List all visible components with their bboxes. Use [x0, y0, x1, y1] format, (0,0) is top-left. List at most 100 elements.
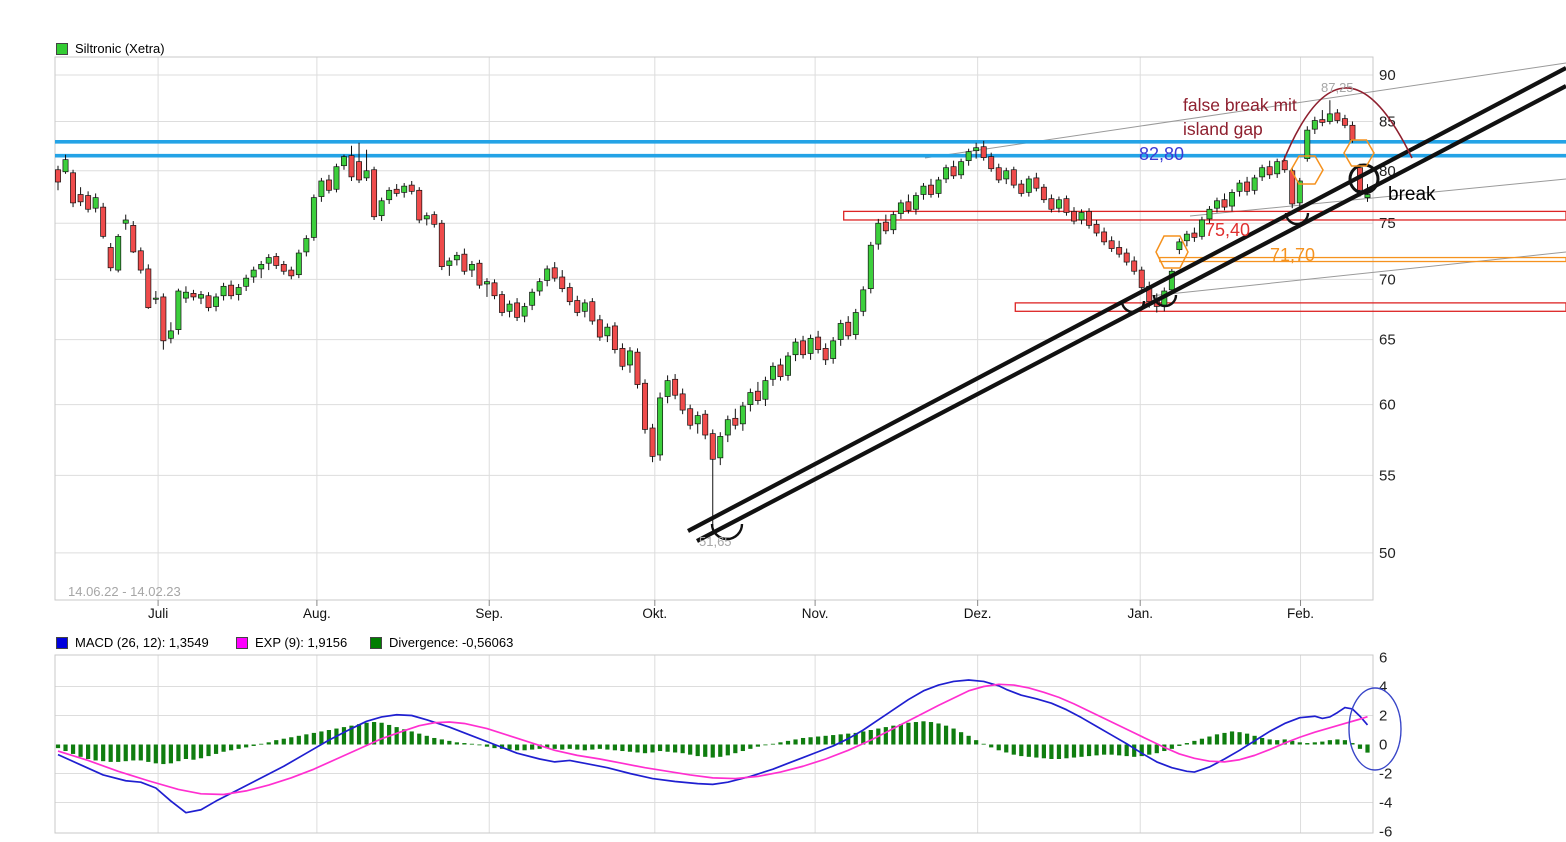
candle-down: [1191, 232, 1198, 238]
divergence-bar: [1019, 744, 1024, 757]
divergence-bar: [703, 744, 708, 757]
divergence-bar: [673, 744, 678, 753]
divergence-bar: [296, 735, 301, 745]
gridlines: [54, 56, 1374, 834]
divergence-bar: [447, 740, 452, 745]
divergence-bar: [319, 731, 324, 745]
candle-up: [1003, 170, 1010, 180]
month-label: Sep.: [475, 606, 503, 621]
candle-down: [1040, 186, 1047, 201]
divergence-bar: [116, 744, 121, 762]
divergence-bar: [394, 727, 399, 745]
candle-up: [1274, 161, 1281, 175]
divergence-bar: [1275, 740, 1280, 745]
divergence-bar: [462, 743, 467, 745]
candle-up: [897, 202, 904, 214]
divergence-bar: [63, 744, 68, 752]
divergence-bar: [1056, 744, 1062, 759]
divergence-bar: [597, 744, 602, 749]
candle-down: [145, 268, 152, 309]
candle-up: [920, 185, 927, 195]
divergence-bar: [1305, 743, 1310, 745]
divergence-bar: [695, 744, 700, 757]
candle-up: [852, 312, 859, 335]
candle-down: [980, 146, 987, 159]
divergence-bar: [1312, 742, 1317, 745]
candle-down: [70, 172, 77, 204]
divergence-bar: [1365, 744, 1370, 753]
divergence-bar: [1079, 744, 1084, 757]
macd-legend-item-macd: MACD (26, 12): 1,3549: [56, 635, 209, 650]
divergence-bar: [266, 742, 271, 745]
candle-down: [732, 417, 739, 426]
candle-up: [310, 197, 317, 238]
high-price-label: 87,25: [1321, 80, 1354, 95]
price-tick-label: 85: [1379, 113, 1396, 130]
divergence-bar: [191, 744, 196, 760]
divergence-bar: [1267, 739, 1272, 745]
divergence-bar: [251, 744, 256, 746]
macd-tick-label: 2: [1379, 708, 1387, 725]
candle-down: [100, 206, 107, 237]
candle-down: [559, 276, 566, 290]
divergence-bar: [477, 744, 482, 746]
signal-line: [57, 683, 1368, 796]
divergence-bar: [259, 743, 264, 745]
candlestick-series: [55, 100, 1371, 527]
candle-up: [807, 337, 814, 354]
candle-up: [739, 405, 746, 425]
divergence-bar: [966, 735, 971, 745]
support-level-label: 75,40: [1205, 220, 1250, 240]
candle-down: [190, 293, 197, 298]
divergence-bar: [650, 744, 655, 753]
divergence-bar: [55, 744, 61, 749]
divergence-bar: [733, 744, 738, 754]
island-top-arc: [1282, 87, 1413, 163]
candle-down: [1071, 211, 1077, 222]
divergence-bar: [417, 733, 422, 745]
candle-down: [1086, 211, 1092, 226]
divergence-bar: [161, 744, 166, 765]
candle-down: [1221, 199, 1228, 208]
macd-tick-label: -6: [1379, 824, 1392, 841]
candle-down: [950, 166, 957, 177]
crossover-highlight-ellipse: [1348, 687, 1402, 771]
candle-up: [92, 197, 99, 209]
candle-down: [1266, 166, 1273, 176]
candle-up: [1176, 241, 1183, 251]
price-tick-label: 65: [1379, 332, 1396, 349]
candle-up: [762, 380, 769, 400]
break-label: break: [1388, 184, 1436, 205]
divergence-bar: [221, 744, 226, 752]
divergence-bar: [1139, 744, 1144, 757]
divergence-bar: [1094, 744, 1099, 756]
candle-down: [55, 169, 61, 183]
divergence-bar: [236, 744, 241, 749]
candle-up: [604, 326, 611, 337]
divergence-bar: [530, 744, 535, 750]
candle-down: [77, 194, 84, 203]
divergence-bar: [304, 734, 309, 745]
candle-up: [318, 180, 325, 197]
candle-up: [235, 287, 242, 295]
candle-up: [1198, 219, 1205, 237]
candle-down: [408, 184, 415, 192]
candle-up: [484, 281, 490, 285]
low-price-label: 51,65: [699, 534, 732, 549]
candle-down: [619, 348, 626, 367]
candle-up: [423, 215, 430, 220]
candle-down: [1138, 269, 1145, 288]
divergence-bar: [816, 736, 821, 745]
candle-down: [1010, 169, 1017, 186]
candle-down: [1349, 124, 1356, 141]
candle-down: [882, 221, 889, 232]
candle-down: [988, 156, 995, 170]
divergence-bar: [371, 722, 377, 745]
candle-down: [1101, 231, 1108, 243]
candle-up: [958, 161, 965, 176]
divergence-bar: [522, 744, 527, 751]
break-circle: [1348, 163, 1380, 195]
divergence-bar: [657, 744, 663, 752]
candle-up: [175, 290, 182, 330]
